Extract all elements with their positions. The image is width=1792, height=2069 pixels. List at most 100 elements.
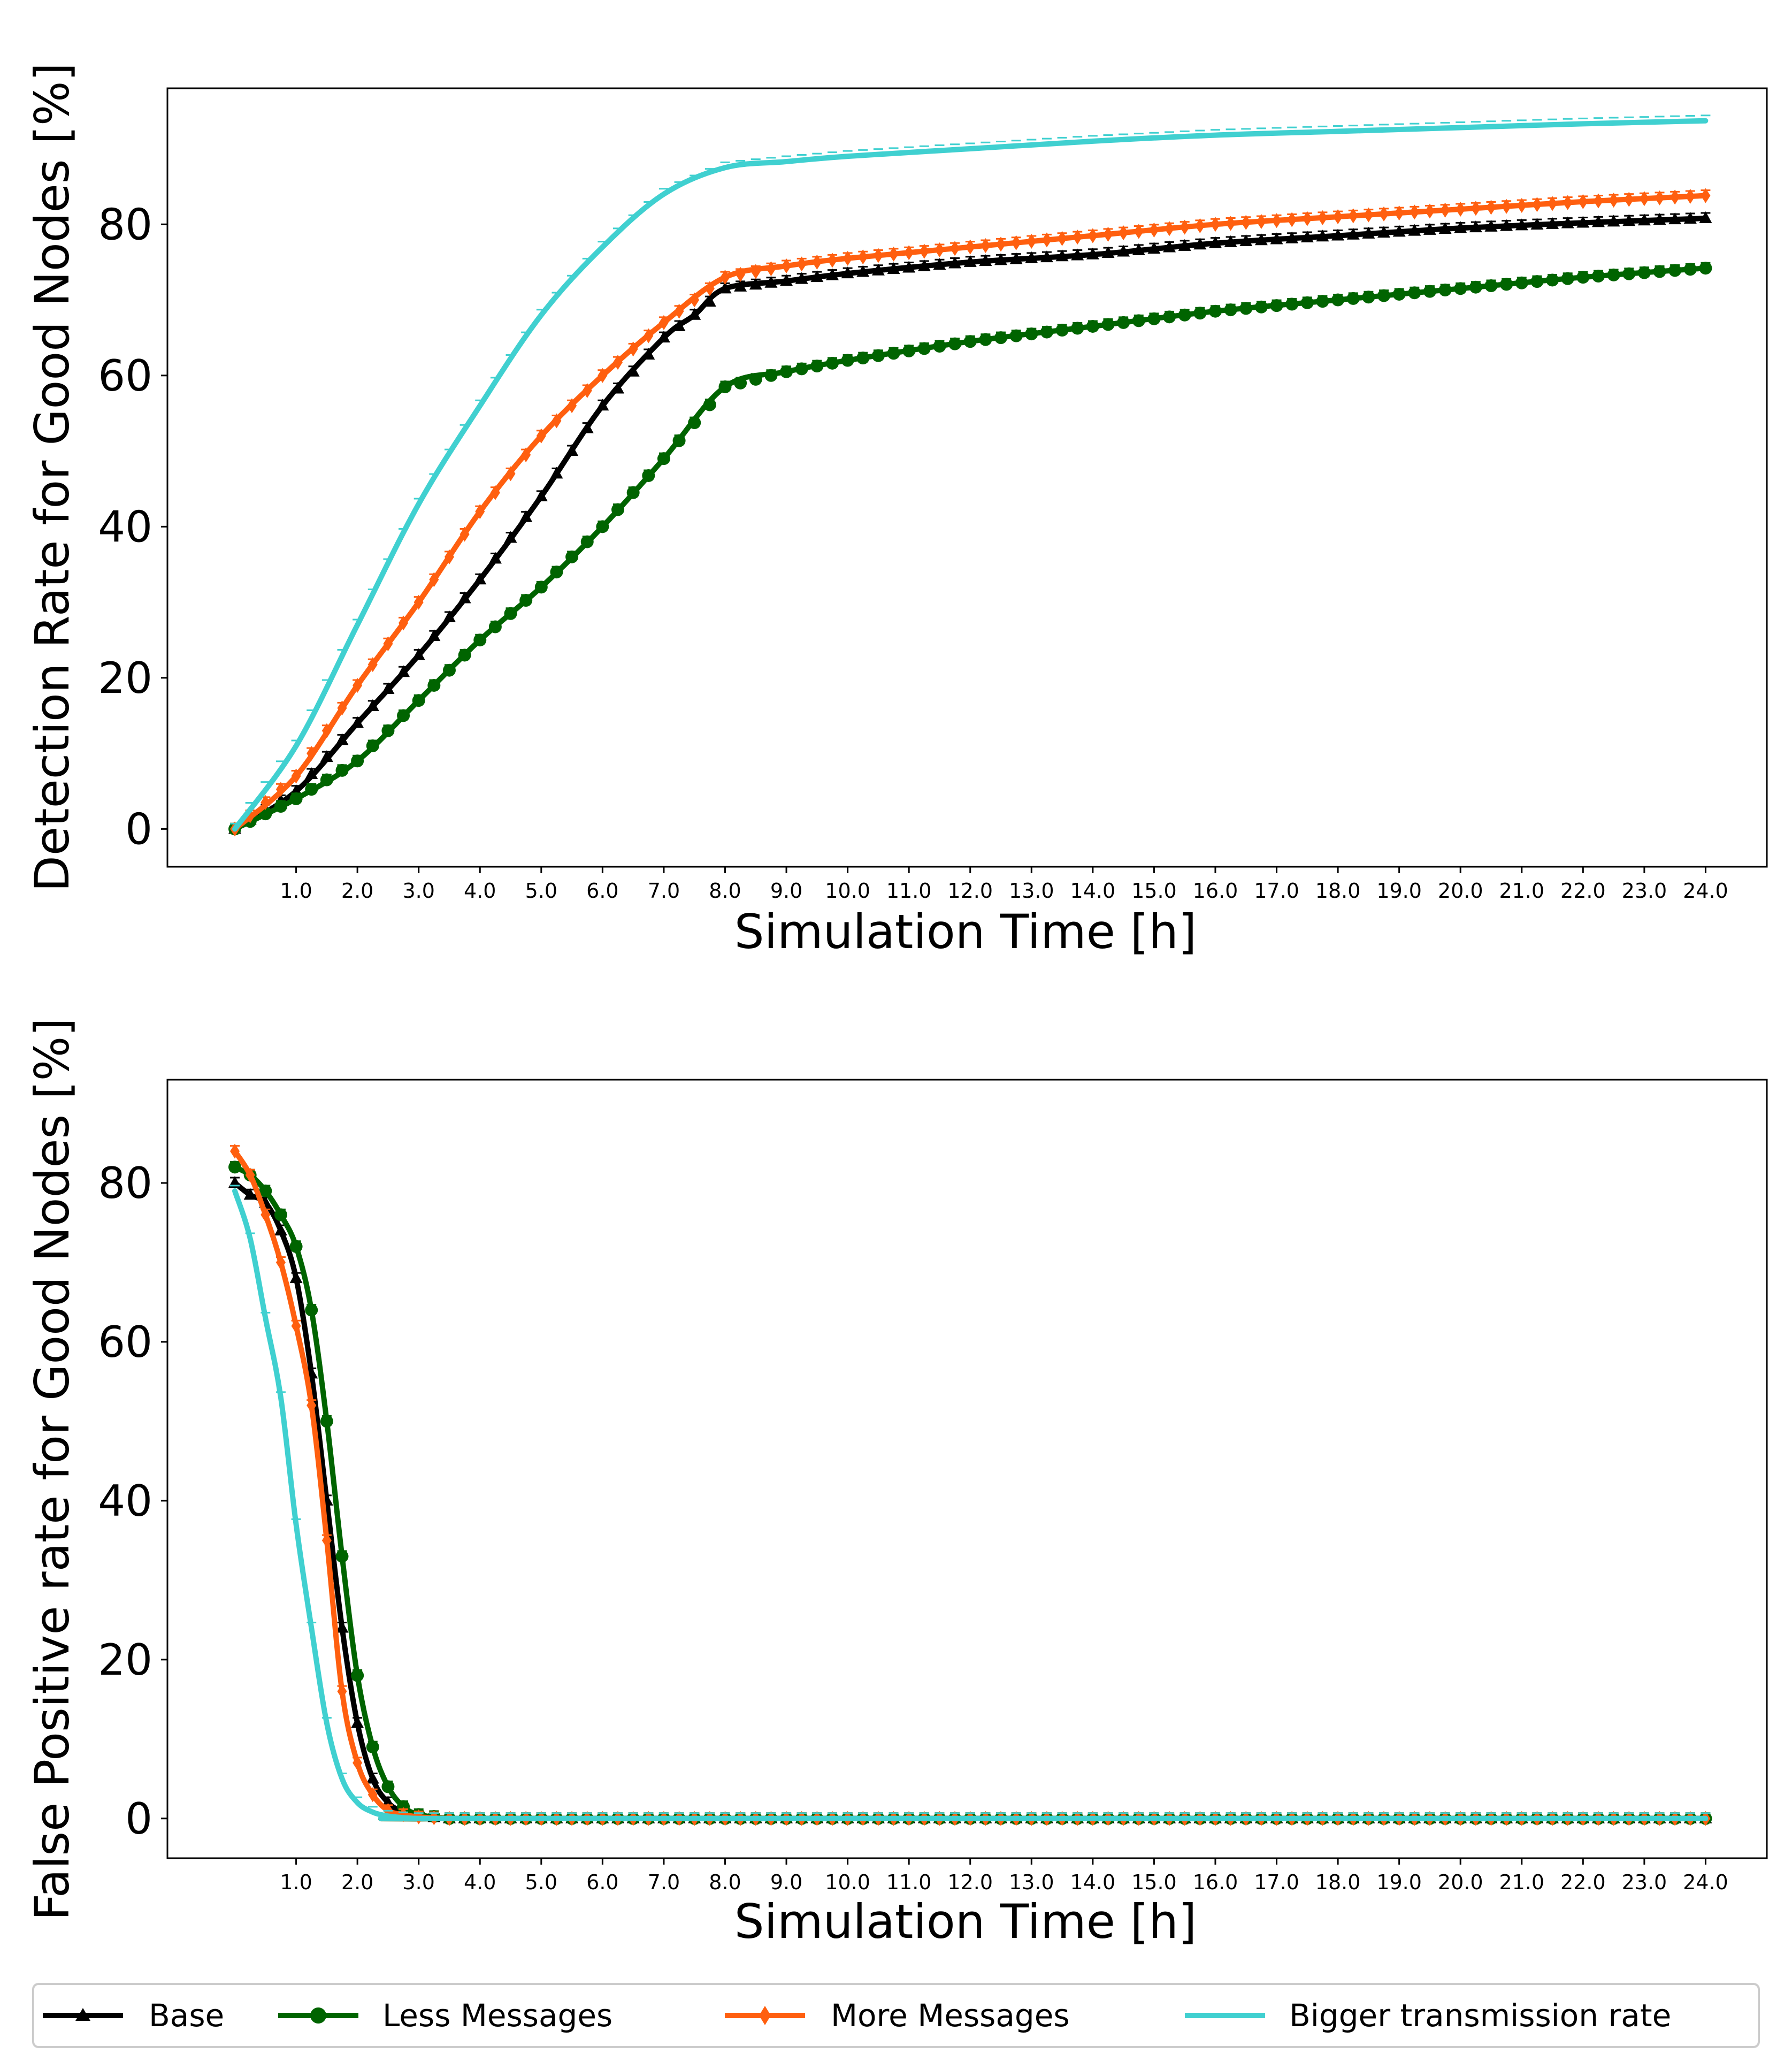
data-point	[444, 549, 454, 564]
data-point	[749, 372, 762, 386]
data-point	[519, 594, 533, 607]
data-point	[412, 648, 425, 660]
data-point	[307, 746, 317, 761]
data-point	[935, 242, 945, 257]
data-point	[1469, 220, 1482, 233]
data-point	[351, 1669, 364, 1682]
x-tick-label: 15.0	[1131, 1871, 1177, 1894]
legend-marker-diamond-icon	[759, 2006, 771, 2025]
x-tick-label: 14.0	[1070, 879, 1116, 903]
series-line	[232, 1188, 1709, 1821]
data-point	[335, 1549, 349, 1563]
data-point	[580, 535, 594, 548]
x-tick-label: 19.0	[1376, 879, 1422, 903]
y-tick-label: 60	[98, 351, 152, 401]
data-point	[1285, 231, 1299, 243]
x-tick-label: 9.0	[770, 1871, 802, 1894]
data-point	[674, 303, 684, 319]
data-point	[550, 566, 563, 579]
data-point	[243, 1188, 257, 1200]
data-point	[567, 398, 577, 414]
data-point	[1607, 215, 1620, 227]
data-point	[1057, 231, 1067, 246]
data-point	[1134, 224, 1144, 239]
data-point	[1576, 216, 1590, 228]
data-point	[812, 254, 822, 270]
data-point	[1300, 296, 1314, 309]
data-point	[981, 238, 991, 254]
data-point	[397, 709, 410, 722]
data-point	[1362, 226, 1375, 239]
data-point	[1532, 197, 1542, 212]
data-point	[1637, 213, 1651, 226]
x-tick-label: 6.0	[586, 1871, 618, 1894]
data-point	[841, 354, 854, 367]
x-tick-label: 11.0	[886, 879, 932, 903]
data-point	[337, 1684, 347, 1699]
data-point	[642, 347, 655, 360]
data-point	[383, 636, 393, 652]
data-point	[1438, 222, 1452, 234]
data-point	[626, 486, 640, 499]
data-point	[275, 1255, 286, 1270]
x-tick-label: 24.0	[1683, 879, 1728, 903]
data-point	[1040, 325, 1053, 339]
data-point	[690, 292, 700, 308]
data-point	[1088, 228, 1098, 243]
data-point	[565, 444, 579, 456]
y-tick-label: 40	[98, 502, 152, 552]
data-point	[1515, 276, 1528, 289]
y-tick-label: 60	[98, 1317, 152, 1367]
data-point	[703, 398, 716, 411]
data-point	[1561, 216, 1574, 228]
y-tick-label: 0	[125, 1794, 152, 1844]
data-point	[917, 259, 931, 271]
data-point	[780, 274, 793, 286]
y-axis-ticks: 0 20 40 60 80	[98, 1158, 167, 1844]
data-point	[442, 610, 456, 622]
data-point	[1009, 252, 1023, 264]
data-point	[1454, 221, 1467, 233]
series-less-messages	[228, 262, 1712, 836]
data-point	[1500, 219, 1513, 231]
x-tick-label: 23.0	[1622, 879, 1667, 903]
data-point	[1316, 230, 1329, 242]
data-point	[1484, 219, 1498, 232]
data-point	[1287, 212, 1297, 227]
data-point	[1502, 198, 1512, 214]
data-point	[259, 1184, 272, 1197]
data-point	[228, 1161, 242, 1174]
data-point	[1256, 213, 1266, 229]
data-point	[307, 1398, 317, 1413]
data-point	[351, 754, 364, 768]
data-point	[580, 421, 594, 433]
data-point	[1086, 319, 1099, 333]
data-point	[736, 266, 746, 282]
data-point	[904, 245, 914, 261]
data-point	[1440, 202, 1450, 218]
data-point	[1392, 225, 1406, 237]
data-point	[1254, 300, 1268, 314]
data-point	[797, 256, 807, 272]
x-tick-label: 18.0	[1315, 1871, 1361, 1894]
data-point	[1346, 227, 1360, 240]
data-point	[688, 308, 701, 320]
data-point	[764, 369, 778, 382]
data-point	[274, 1208, 287, 1221]
data-point	[889, 246, 899, 262]
data-point	[305, 767, 318, 779]
data-point	[718, 281, 732, 294]
data-point	[397, 665, 410, 677]
data-point	[1683, 263, 1697, 276]
data-point	[1394, 205, 1404, 221]
data-point	[1165, 221, 1175, 236]
x-tick-label: 1.0	[280, 1871, 312, 1894]
data-point	[764, 276, 778, 288]
legend-label-more-messages: More Messages	[831, 1997, 1070, 2034]
data-point	[1011, 235, 1021, 250]
legend-item-less-messages: Less Messages	[278, 1997, 612, 2034]
data-point	[1576, 271, 1590, 284]
data-point	[1500, 278, 1513, 291]
data-point	[1469, 280, 1482, 294]
data-point	[871, 263, 885, 276]
